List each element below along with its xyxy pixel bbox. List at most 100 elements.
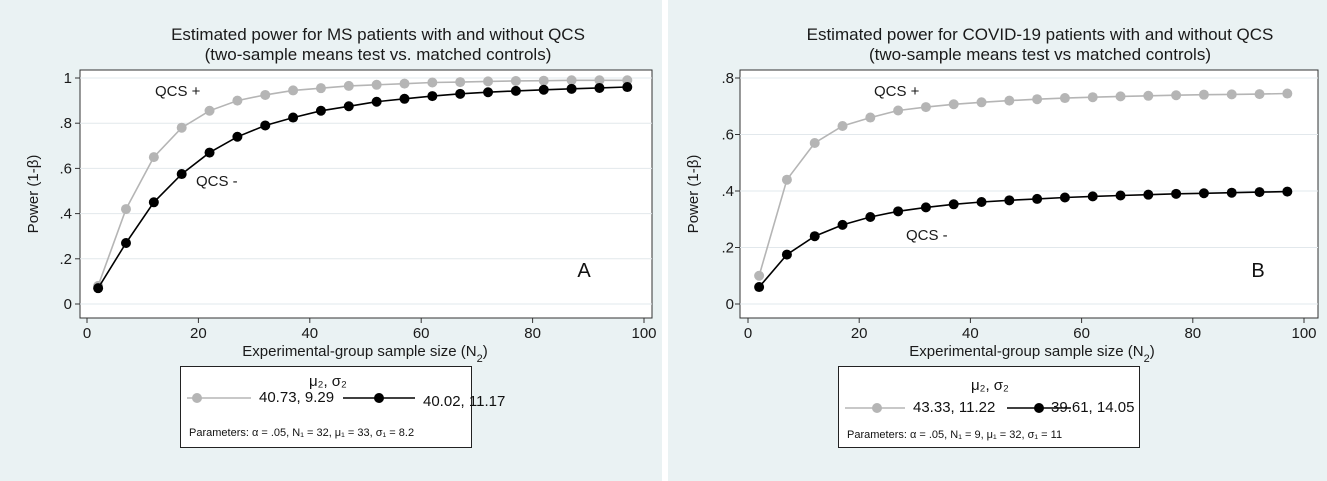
x-tick-label: 80 — [524, 325, 541, 342]
y-axis-label: Power (1-β) — [25, 155, 42, 234]
data-point — [315, 83, 326, 94]
data-point — [427, 91, 438, 102]
data-point — [1226, 89, 1237, 100]
legend-title: μ₂, σ₂ — [309, 373, 347, 390]
y-tick-label: .4 — [59, 206, 72, 223]
y-tick-label: .4 — [721, 183, 734, 200]
data-point — [837, 219, 848, 230]
data-point — [148, 152, 159, 163]
data-point — [781, 174, 792, 185]
data-point — [976, 197, 987, 208]
data-point — [976, 97, 987, 108]
legend-parameters: Parameters: α = .05, N₁ = 9, μ₁ = 32, σ₁… — [847, 429, 1063, 441]
x-axis-label: Experimental-group sample size (N2) — [909, 343, 1154, 365]
data-point — [893, 105, 904, 116]
data-point — [204, 105, 215, 116]
data-point — [1198, 188, 1209, 199]
data-point — [120, 204, 131, 215]
data-point — [343, 80, 354, 91]
data-point — [399, 93, 410, 104]
plot-area — [739, 69, 1319, 319]
data-point — [120, 237, 131, 248]
y-axis-label: Power (1-β) — [685, 155, 702, 234]
legend-parameters: Parameters: α = .05, N₁ = 32, μ₁ = 33, σ… — [189, 427, 415, 439]
legend-a: μ₂, σ₂ 40.73, 9.29 40.02, 11.17 Paramete… — [180, 366, 505, 448]
x-tick-label: 100 — [631, 325, 656, 342]
data-point — [1282, 186, 1293, 197]
x-tick-label: 0 — [744, 325, 752, 342]
data-point — [538, 84, 549, 95]
data-point — [1032, 193, 1043, 204]
data-point — [754, 282, 765, 293]
annotation-qcs-minus: QCS - — [906, 227, 948, 244]
data-point — [1282, 88, 1293, 99]
data-point — [1059, 192, 1070, 203]
y-tick-label: .6 — [59, 160, 72, 177]
x-tick-label: 60 — [413, 325, 430, 342]
data-point — [1032, 94, 1043, 105]
y-tick-label: 0 — [64, 296, 72, 313]
chart-title: Estimated power for COVID-19 patients wi… — [807, 25, 1274, 44]
data-point — [865, 211, 876, 222]
data-point — [204, 147, 215, 158]
data-point — [1087, 191, 1098, 202]
data-point — [1198, 89, 1209, 100]
data-point — [510, 85, 521, 96]
data-point — [920, 202, 931, 213]
legend-entry-qcs-minus: 40.02, 11.17 — [423, 393, 506, 410]
data-point — [1254, 187, 1265, 198]
power-chart-b: Estimated power for COVID-19 patients wi… — [685, 25, 1319, 365]
data-point — [93, 283, 104, 294]
chart-panel-a: Estimated power for MS patients with and… — [0, 0, 662, 481]
data-point — [594, 75, 605, 86]
data-point — [809, 231, 820, 242]
legend-b: μ₂, σ₂ 43.33, 11.22 39.61, 14.05 Paramet… — [838, 366, 1140, 448]
data-point — [865, 112, 876, 123]
data-point — [622, 82, 633, 93]
chart-subtitle: (two-sample means test vs. matched contr… — [205, 45, 552, 64]
y-tick-label: .8 — [721, 70, 734, 87]
legend-entry-qcs-plus: 43.33, 11.22 — [913, 399, 996, 416]
y-tick-label: 0 — [726, 296, 734, 313]
data-point — [948, 199, 959, 210]
x-tick-label: 20 — [851, 325, 868, 342]
annotation-qcs-plus: QCS + — [874, 83, 920, 100]
data-point — [837, 121, 848, 132]
data-point — [1226, 187, 1237, 198]
legend-entry-qcs-plus: 40.73, 9.29 — [259, 389, 335, 406]
data-point — [1143, 90, 1154, 101]
x-tick-label: 100 — [1291, 325, 1316, 342]
annotation-qcs-plus: QCS + — [155, 83, 201, 100]
data-point — [455, 88, 466, 99]
y-tick-label: 1 — [64, 70, 72, 87]
data-point — [1171, 90, 1182, 101]
data-point — [781, 249, 792, 260]
data-point — [1115, 190, 1126, 201]
data-point — [371, 96, 382, 107]
y-tick-label: .8 — [59, 115, 72, 132]
x-tick-label: 40 — [301, 325, 318, 342]
data-point — [483, 87, 494, 98]
data-point — [455, 77, 466, 88]
legend-swatch-black — [343, 393, 415, 403]
data-point — [566, 75, 577, 86]
data-point — [594, 82, 605, 93]
plot-area — [79, 69, 653, 319]
legend-swatch-grey — [845, 403, 905, 413]
data-point — [920, 102, 931, 113]
chart-panel-b: Estimated power for COVID-19 patients wi… — [668, 0, 1327, 481]
data-point — [1254, 89, 1265, 100]
data-point — [176, 169, 187, 180]
y-tick-label: .2 — [59, 251, 72, 268]
data-point — [399, 78, 410, 89]
data-point — [893, 206, 904, 217]
panel-letter: A — [577, 260, 591, 282]
legend-title: μ₂, σ₂ — [971, 377, 1009, 394]
data-point — [371, 79, 382, 90]
data-point — [1143, 189, 1154, 200]
data-point — [510, 75, 521, 86]
x-tick-label: 40 — [962, 325, 979, 342]
data-point — [288, 85, 299, 96]
data-point — [343, 101, 354, 112]
legend-entry-qcs-minus: 39.61, 14.05 — [1051, 399, 1135, 416]
